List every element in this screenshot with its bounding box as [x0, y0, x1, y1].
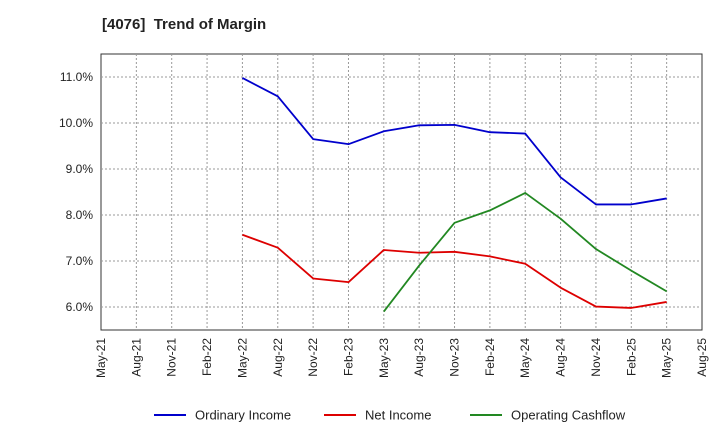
x-tick-label: Aug-24 [554, 338, 568, 377]
x-tick-label: Nov-23 [448, 338, 462, 377]
x-tick-label: Feb-25 [624, 338, 638, 376]
plot-area [100, 53, 703, 331]
series-line-net-income [242, 233, 667, 309]
x-tick-label: Nov-22 [306, 338, 320, 377]
x-tick-label: May-22 [235, 338, 249, 378]
series-lines [241, 77, 668, 313]
legend-label-operating-cashflow: Operating Cashflow [511, 408, 626, 423]
x-axis-ticks: May-21 Aug-21 Nov-21 Feb-22 May-22 Aug-22 Nov-… [94, 338, 709, 378]
chart-title: [4076] Trend of Margin [102, 16, 267, 33]
x-tick-label: Aug-22 [271, 338, 285, 377]
vertical-gridlines [135, 54, 668, 330]
x-tick-label: Nov-24 [589, 338, 603, 377]
y-axis-ticks: 6.0% 7.0% 8.0% 9.0% 10.0% 11.0% [59, 70, 93, 314]
legend-label-net-income: Net Income [365, 408, 431, 423]
x-tick-label: May-23 [377, 338, 391, 378]
y-tick-label: 8.0% [66, 208, 94, 222]
x-tick-label: May-21 [94, 338, 108, 378]
y-tick-label: 6.0% [66, 300, 94, 314]
x-tick-label: May-24 [518, 338, 532, 378]
y-tick-label: 9.0% [66, 162, 94, 176]
x-tick-label: Feb-24 [483, 338, 497, 376]
x-tick-label: Feb-23 [341, 338, 355, 376]
x-tick-label: May-25 [660, 338, 674, 378]
y-tick-label: 7.0% [66, 254, 94, 268]
horizontal-gridlines [101, 76, 702, 308]
series-line-operating-cashflow [383, 192, 668, 313]
x-tick-label: Aug-21 [129, 338, 143, 377]
x-tick-label: Aug-25 [695, 338, 709, 377]
x-tick-label: Feb-22 [200, 338, 214, 376]
series-line-ordinary-income [241, 77, 667, 206]
y-tick-label: 10.0% [59, 116, 93, 130]
x-tick-label: Nov-21 [165, 338, 179, 377]
legend: Ordinary Income Net Income Operating Cashf… [154, 408, 626, 423]
x-tick-label: Aug-23 [412, 338, 426, 377]
legend-label-ordinary-income: Ordinary Income [195, 408, 291, 423]
y-tick-label: 11.0% [60, 70, 93, 84]
